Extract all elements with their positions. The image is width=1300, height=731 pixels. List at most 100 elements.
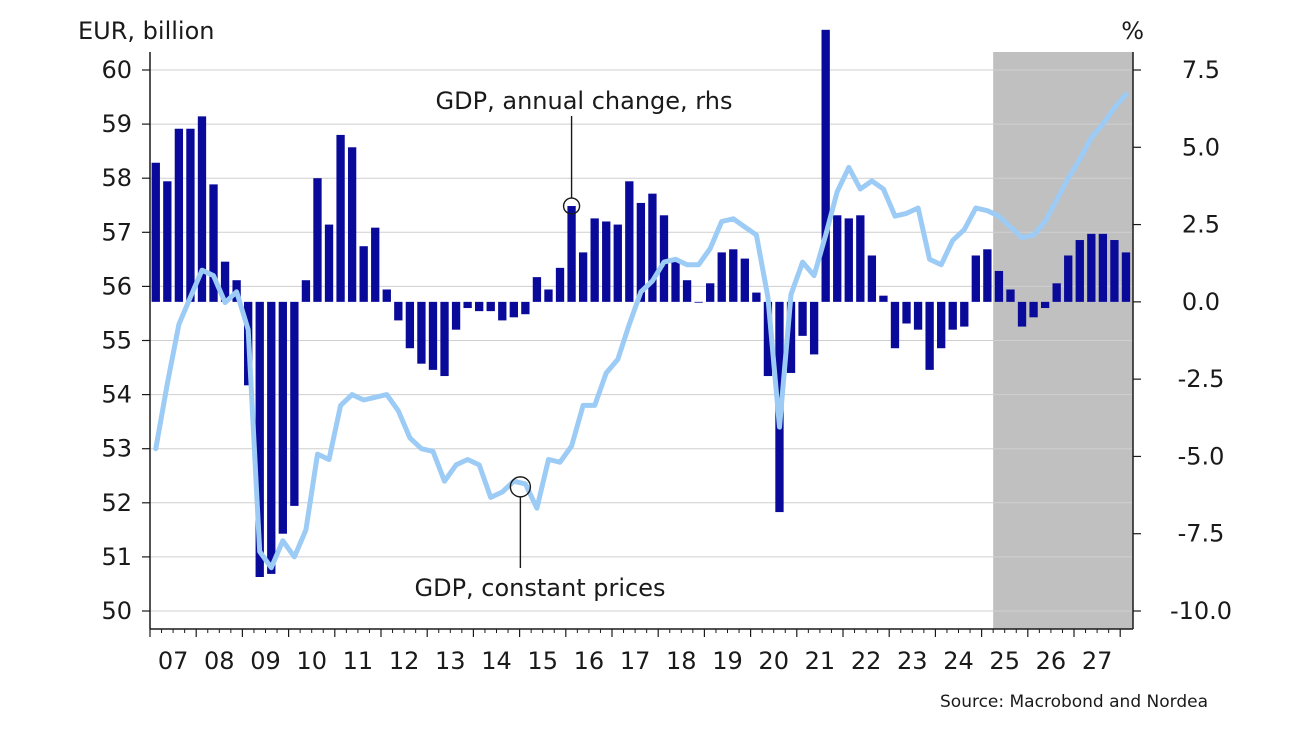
bar	[417, 301, 426, 364]
bar	[867, 255, 877, 302]
bar	[567, 206, 576, 302]
bar	[324, 224, 334, 302]
bar	[833, 215, 842, 302]
bar	[602, 221, 611, 302]
right-tick-label: -5.0	[1178, 442, 1225, 470]
left-tick-label: 55	[101, 327, 132, 355]
bar	[798, 301, 807, 336]
bar	[197, 116, 207, 302]
x-tick-label: 07	[158, 647, 189, 675]
x-tick-label: 25	[989, 647, 1020, 675]
left-axis-label: EUR, billion	[78, 17, 214, 45]
x-tick-label: 12	[389, 647, 420, 675]
bar	[636, 202, 646, 302]
bar	[752, 292, 761, 302]
bar	[359, 246, 368, 302]
left-tick-label: 60	[101, 56, 132, 84]
bar	[405, 301, 415, 349]
x-tick-label: 09	[250, 647, 281, 675]
bar	[578, 252, 588, 302]
bar	[659, 215, 669, 302]
x-tick-label: 13	[435, 647, 466, 675]
bar	[336, 134, 345, 302]
bar-series	[151, 29, 1131, 577]
right-tick-label: 5.0	[1182, 133, 1220, 161]
bar	[809, 301, 819, 355]
bar	[671, 258, 680, 302]
left-tick-label: 51	[101, 543, 132, 571]
x-tick-label: 21	[805, 647, 836, 675]
right-tick-label: 7.5	[1182, 56, 1220, 84]
bar	[186, 128, 195, 302]
bar	[1087, 233, 1096, 302]
bar	[983, 249, 992, 302]
bar	[509, 301, 518, 318]
bar	[763, 301, 773, 377]
bar	[890, 301, 900, 349]
x-tick-label: 11	[343, 647, 374, 675]
x-tick-label: 23	[897, 647, 928, 675]
bar	[498, 301, 507, 321]
bar	[786, 301, 796, 373]
bar	[475, 301, 484, 312]
bar	[1064, 255, 1073, 302]
bar	[902, 301, 911, 324]
source-note: Source: Macrobond and Nordea	[940, 692, 1208, 712]
bar	[440, 301, 449, 377]
bar	[1098, 233, 1108, 302]
bar	[694, 301, 703, 303]
bar	[844, 218, 853, 302]
x-tick-label: 14	[481, 647, 512, 675]
bar	[682, 280, 692, 302]
bar	[382, 289, 391, 302]
bar	[821, 29, 830, 302]
bar	[648, 193, 657, 302]
right-tick-label: -7.5	[1178, 520, 1225, 548]
bar	[301, 280, 311, 302]
x-tick-label: 18	[666, 647, 697, 675]
left-tick-label: 59	[101, 110, 132, 138]
bar	[740, 258, 749, 302]
bar	[960, 301, 969, 327]
bar	[971, 255, 980, 302]
x-tick-label: 24	[943, 647, 974, 675]
bar	[994, 270, 1004, 302]
x-tick-label: 26	[1036, 647, 1067, 675]
x-tick-label: 10	[296, 647, 327, 675]
bar	[1017, 301, 1027, 327]
bar	[290, 301, 299, 506]
bar	[163, 181, 172, 302]
bar	[428, 301, 438, 370]
annotation-bar-series: GDP, annual change, rhs	[436, 87, 733, 115]
right-tick-label: -10.0	[1170, 597, 1232, 625]
x-tick-label: 27	[1082, 647, 1113, 675]
right-tick-label: -2.5	[1178, 365, 1225, 393]
x-tick-label: 15	[527, 647, 558, 675]
left-tick-label: 50	[101, 597, 132, 625]
bar	[267, 301, 276, 574]
left-tick-label: 56	[101, 272, 132, 300]
right-tick-label: 0.0	[1182, 288, 1220, 316]
left-tick-label: 52	[101, 489, 132, 517]
bar	[486, 301, 495, 312]
left-tick-label: 53	[101, 435, 132, 463]
left-tick-label: 54	[101, 381, 132, 409]
bar	[255, 301, 264, 577]
annotation-line-series: GDP, constant prices	[414, 574, 665, 602]
bar	[1006, 289, 1015, 302]
bar	[313, 178, 322, 302]
left-tick-label: 58	[101, 164, 132, 192]
tick-labels: 50 51 52 53 54 55 56 57 58 59 60 -10.0 -7.5 -5.0 -2.5 0…	[101, 56, 1232, 675]
bar	[717, 252, 726, 302]
x-tick-label: 20	[758, 647, 789, 675]
bar	[347, 147, 357, 302]
bar	[1040, 301, 1050, 309]
bar	[1121, 252, 1131, 302]
bar	[937, 301, 946, 349]
bar	[948, 301, 957, 330]
gdp-line	[153, 91, 1129, 571]
bar	[151, 162, 160, 302]
x-tick-label: 22	[851, 647, 882, 675]
bar	[729, 249, 738, 302]
